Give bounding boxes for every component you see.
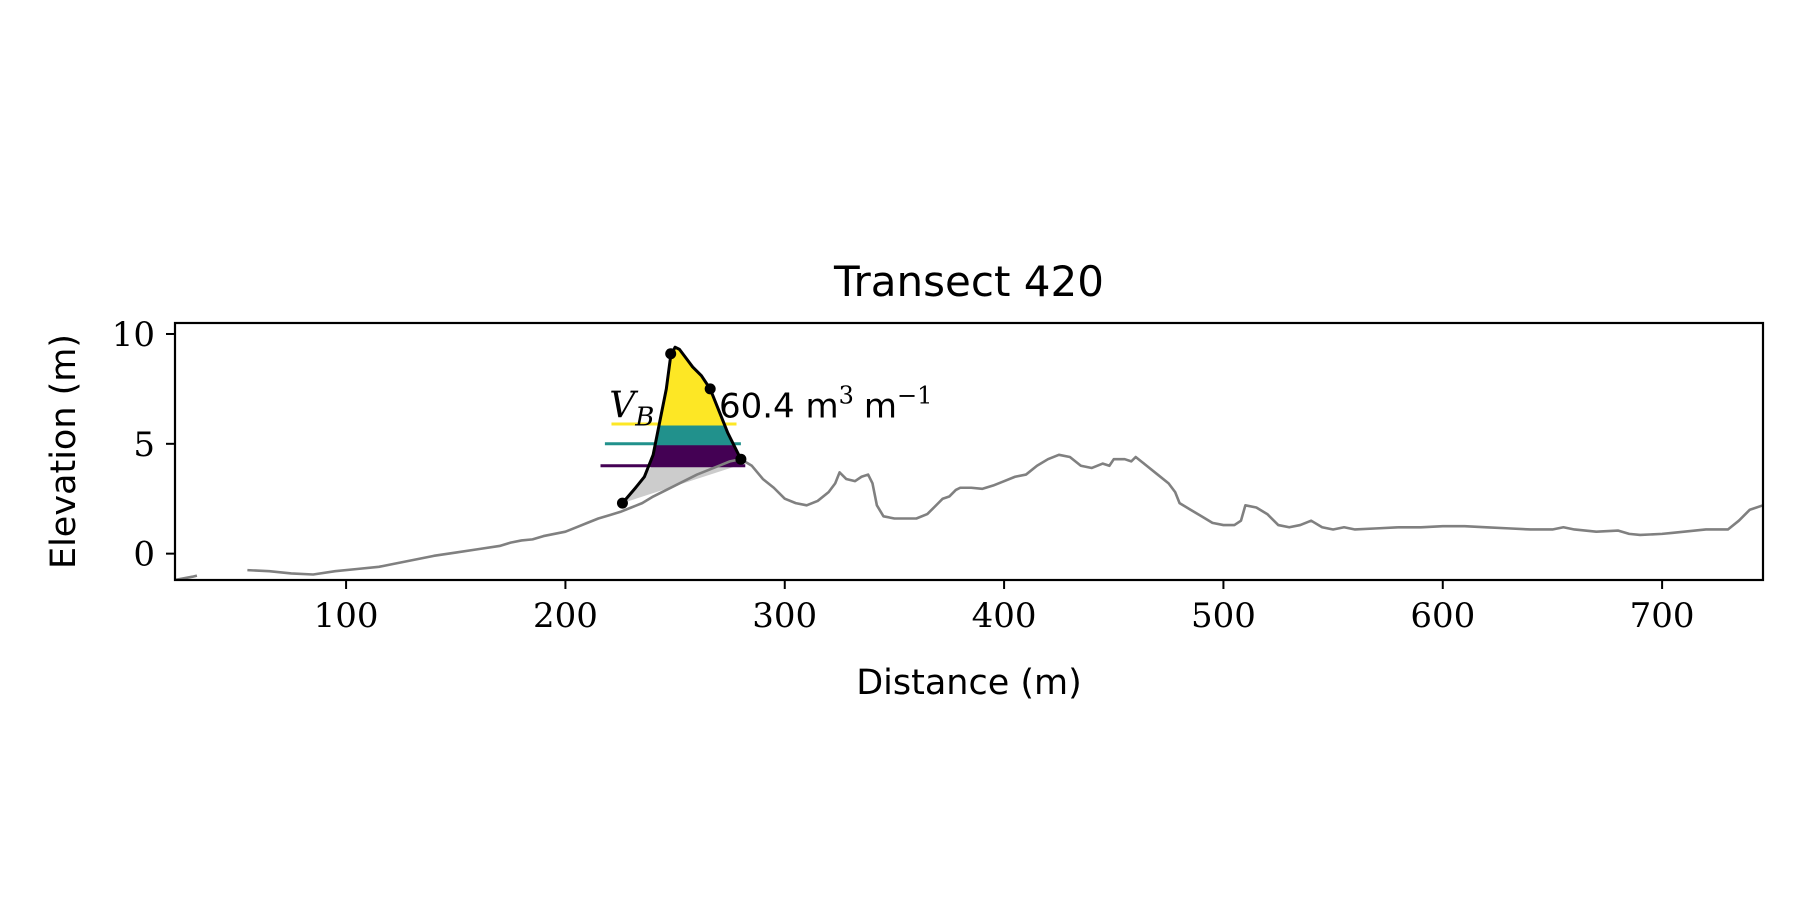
dune-key-point-1	[665, 348, 677, 360]
volume-unit: m	[864, 386, 897, 426]
y-axis-label: Elevation (m)	[44, 334, 84, 569]
dune-band-fill-0	[622, 443, 741, 466]
x-tick-label-200: 200	[533, 596, 598, 636]
y-tick-label-10: 10	[112, 315, 155, 355]
dune-key-point-3	[735, 453, 747, 465]
dune-band-fill-1	[622, 424, 741, 444]
x-tick-label-600: 600	[1410, 596, 1475, 636]
x-tick-label-400: 400	[972, 596, 1037, 636]
x-axis-label: Distance (m)	[856, 663, 1082, 703]
x-tick-label-700: 700	[1630, 596, 1695, 636]
vb-label-main: V	[609, 385, 639, 426]
volume-exponent-1: 3	[839, 381, 854, 409]
dune-outline	[621, 345, 743, 505]
dune-key-point-2	[704, 383, 716, 395]
volume-value: 60.4 m	[719, 386, 839, 426]
x-tick-label-500: 500	[1191, 596, 1256, 636]
x-tick-label-300: 300	[752, 596, 817, 636]
vb-label: VB	[609, 385, 654, 432]
volume-annotation: 60.4 m3 m−1	[719, 381, 932, 426]
dune-key-point-0	[616, 497, 628, 509]
dune-base-fill	[622, 464, 741, 504]
terrain-profile-line-1	[247, 453, 1763, 576]
axis-ticks: 100 200 300 400 500 600 700 0 5 10	[112, 315, 1695, 636]
chart-title: Transect 420	[833, 257, 1104, 306]
plot-content	[175, 345, 1763, 580]
x-tick-label-100: 100	[314, 596, 379, 636]
y-tick-label-0: 0	[133, 535, 155, 575]
vb-label-subscript: B	[634, 402, 654, 432]
volume-exponent-2: −1	[897, 381, 932, 409]
axes-frame	[173, 321, 1765, 582]
y-tick-label-5: 5	[133, 425, 155, 465]
plot-area	[175, 345, 1763, 580]
annotations: VB 60.4 m3 m−1	[609, 381, 932, 432]
